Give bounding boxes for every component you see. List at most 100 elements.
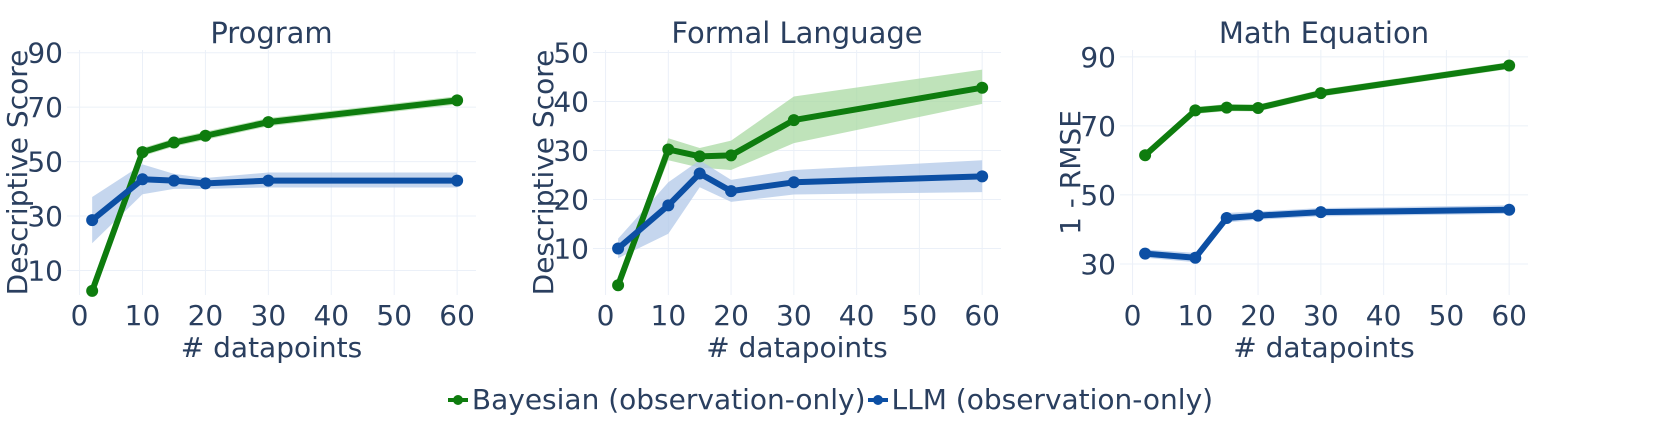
- legend-marker-bayesian: [452, 394, 463, 405]
- x-tick-label: 60: [439, 299, 475, 332]
- data-point-llm: [1189, 251, 1202, 264]
- data-point-bayesian: [693, 150, 706, 163]
- series-line-llm: [89, 176, 461, 224]
- data-point-llm: [1252, 209, 1265, 222]
- legend-label-llm: LLM (observation-only): [891, 383, 1214, 416]
- chart-title: Math Equation: [1219, 16, 1429, 50]
- y-tick-label: 90: [27, 37, 63, 70]
- x-tick-label: 60: [964, 299, 1000, 332]
- data-point-bayesian: [1503, 59, 1516, 72]
- series-line-llm: [615, 170, 986, 252]
- x-tick-label: 50: [376, 299, 412, 332]
- x-tick-label: 0: [71, 299, 89, 332]
- x-tick-label: 20: [713, 299, 749, 332]
- x-tick-label: 20: [188, 299, 224, 332]
- data-point-bayesian: [1189, 104, 1202, 117]
- x-tick-label: 30: [251, 299, 287, 332]
- data-point-llm: [167, 174, 180, 187]
- x-tick-label: 0: [1124, 299, 1142, 332]
- y-axis-label: Descriptive Score: [527, 50, 560, 296]
- data-point-bayesian: [1252, 101, 1265, 114]
- x-tick-label: 20: [1240, 299, 1276, 332]
- y-tick-label: 20: [553, 183, 589, 216]
- y-tick-label: 10: [553, 232, 589, 265]
- x-axis-label: # datapoints: [1233, 331, 1414, 364]
- chart-panel-2: Formal Language 0 10 20 30 40 50 60 10 20 30 40 50 # …: [527, 16, 1001, 364]
- x-tick-label: 10: [651, 299, 687, 332]
- x-tick-label: 60: [1491, 299, 1527, 332]
- data-point-llm: [136, 173, 149, 186]
- data-point-bayesian: [787, 114, 800, 127]
- data-point-llm: [976, 170, 989, 183]
- data-point-llm: [612, 242, 625, 255]
- y-tick-label: 70: [1080, 110, 1116, 143]
- x-tick-label: 10: [1178, 299, 1214, 332]
- series-line-bayesian: [89, 97, 461, 294]
- data-point-bayesian: [199, 129, 212, 142]
- data-point-llm: [1503, 203, 1516, 216]
- data-point-bayesian: [86, 284, 99, 297]
- data-point-llm: [199, 177, 212, 190]
- y-tick-label: 30: [553, 134, 589, 167]
- chart-panel-3: Math Equation 0 10 20 30 40 50 60 30 50 70 90 # data…: [1054, 16, 1528, 364]
- x-tick-label: 40: [313, 299, 349, 332]
- y-tick-label: 40: [553, 85, 589, 118]
- data-point-llm: [1314, 206, 1327, 219]
- legend-item-llm[interactable]: LLM (observation-only): [867, 383, 1214, 416]
- data-point-bayesian: [725, 149, 738, 162]
- data-point-llm: [662, 199, 675, 212]
- series-line-bayesian: [615, 84, 986, 289]
- legend: Bayesian (observation-only) LLM (observa…: [0, 383, 1661, 416]
- x-tick-label: 30: [1303, 299, 1339, 332]
- y-axis-label: 1 - RMSE: [1054, 110, 1087, 235]
- data-point-bayesian: [612, 279, 625, 292]
- data-point-bayesian: [1139, 149, 1152, 162]
- y-axis-label: Descriptive Score: [1, 50, 34, 296]
- y-tick-label: 90: [1080, 41, 1116, 74]
- data-point-bayesian: [451, 94, 464, 107]
- data-point-bayesian: [136, 146, 149, 159]
- data-point-bayesian: [167, 136, 180, 149]
- data-point-llm: [787, 176, 800, 189]
- series-band-bayesian: [92, 96, 458, 291]
- x-tick-label: 0: [597, 299, 615, 332]
- legend-item-bayesian[interactable]: Bayesian (observation-only): [447, 383, 866, 416]
- chart-title: Formal Language: [671, 16, 922, 50]
- x-axis-label: # datapoints: [181, 331, 362, 364]
- x-axis-label: # datapoints: [706, 331, 887, 364]
- chart-title: Program: [210, 16, 332, 50]
- y-tick-label: 50: [1080, 179, 1116, 212]
- x-tick-label: 40: [839, 299, 875, 332]
- legend-swatch-llm: [867, 394, 888, 405]
- data-point-llm: [725, 185, 738, 198]
- legend-marker-llm: [872, 394, 883, 405]
- data-point-llm: [1139, 247, 1152, 260]
- y-tick-label: 70: [27, 91, 63, 124]
- series-line-bayesian: [1142, 62, 1513, 159]
- data-point-llm: [451, 174, 464, 187]
- data-point-bayesian: [1314, 87, 1327, 100]
- x-tick-label: 10: [125, 299, 161, 332]
- data-point-llm: [262, 174, 275, 187]
- data-point-bayesian: [976, 81, 989, 94]
- data-point-bayesian: [262, 116, 275, 129]
- x-tick-label: 40: [1366, 299, 1402, 332]
- data-point-bayesian: [662, 143, 675, 156]
- y-tick-label: 50: [27, 146, 63, 179]
- x-tick-label: 50: [902, 299, 938, 332]
- series-band-llm: [618, 160, 983, 259]
- legend-swatch-bayesian: [447, 394, 468, 405]
- y-tick-label: 10: [27, 255, 63, 288]
- series-line-llm: [1142, 206, 1513, 261]
- data-point-llm: [693, 167, 706, 180]
- y-tick-label: 50: [553, 36, 589, 69]
- y-tick-label: 30: [27, 200, 63, 233]
- data-point-llm: [1220, 212, 1233, 225]
- x-tick-label: 50: [1429, 299, 1465, 332]
- x-tick-label: 30: [776, 299, 812, 332]
- y-tick-label: 30: [1080, 248, 1116, 281]
- data-point-llm: [86, 214, 99, 227]
- data-point-bayesian: [1220, 101, 1233, 114]
